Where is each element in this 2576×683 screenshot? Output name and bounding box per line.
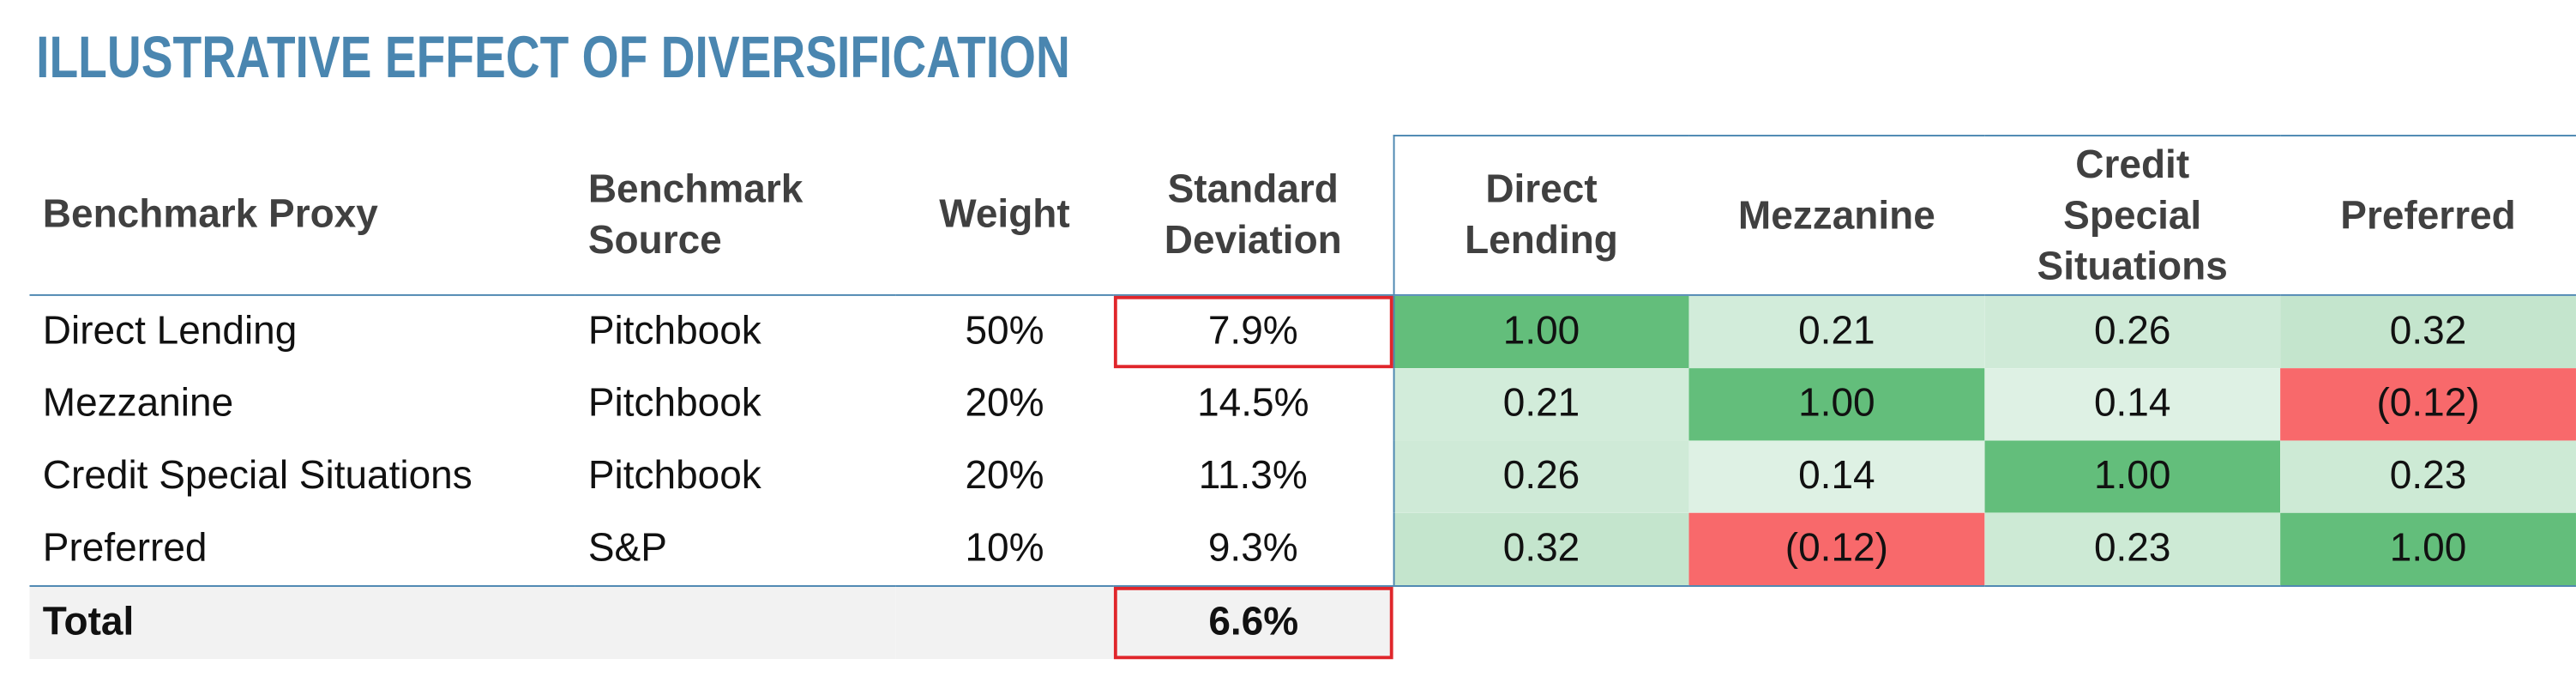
column-header: Benchmark Source: [575, 136, 896, 296]
correlation-cell: 0.14: [1984, 368, 2281, 441]
cell: Pitchbook: [587, 309, 761, 354]
cell: 11.3%: [1198, 453, 1308, 499]
correlation-cell: 1.00: [1392, 294, 1689, 369]
column-header: Mezzanine: [1688, 135, 1985, 296]
cell: [895, 585, 1114, 660]
correlation-cell: (0.12): [2280, 368, 2576, 441]
correlation-cell: 0.21: [1688, 294, 1985, 369]
cell: Direct Lending: [42, 309, 298, 354]
cell: [1393, 586, 2576, 659]
cell: Credit Special Situations: [42, 453, 472, 499]
total-row: Total 6.6%: [29, 585, 2576, 660]
correlation-cell: 0.32: [1392, 512, 1689, 587]
cell: 20%: [965, 381, 1044, 426]
data-row: Credit Special Situations Pitchbook 20% 11.…: [29, 440, 2576, 513]
correlation-cell: 0.32: [2280, 294, 2576, 369]
column-header: Preferred: [2280, 135, 2576, 296]
correlation-cell: 0.21: [1392, 368, 1689, 441]
cell: Pitchbook: [587, 381, 761, 426]
column-header: Weight: [895, 136, 1114, 296]
cell: Pitchbook: [587, 453, 761, 499]
cell: 9.3%: [1113, 512, 1393, 587]
correlation-cell: 1.00: [1688, 368, 1985, 441]
cell: 50%: [965, 309, 1044, 354]
total-label: Total: [29, 585, 575, 660]
title: ILLUSTRATIVE EFFECT OF DIVERSIFICATION: [36, 22, 1070, 91]
cell: Preferred: [29, 512, 575, 587]
cell: 20%: [965, 453, 1044, 499]
correlation-cell: (0.12): [1688, 512, 1985, 587]
cell: Mezzanine: [42, 381, 234, 426]
correlation-cell: 0.26: [1984, 294, 2281, 369]
correlation-cell: 1.00: [1984, 440, 2281, 513]
correlation-cell: 0.26: [1392, 440, 1689, 513]
cell: S&P: [575, 512, 896, 587]
data-row: Preferred S&P 10% 9.3% 0.32 (0.12) 0.23 1.00: [29, 512, 2576, 587]
correlation-cell: 1.00: [2280, 512, 2576, 587]
data-row: Mezzanine Pitchbook 20% 14.5% 0.21 1.00 0.14 (0…: [29, 368, 2576, 441]
cell: 14.5%: [1197, 381, 1309, 426]
column-header: Direct Lending: [1392, 135, 1689, 296]
cell: 10%: [895, 512, 1114, 587]
diversification-table: Benchmark Proxy Benchmark Source Weight Sta…: [29, 135, 2576, 660]
correlation-cell: 0.23: [2280, 440, 2576, 513]
total-std-dev: 6.6%: [1113, 585, 1393, 660]
column-header: Standard Deviation: [1113, 136, 1393, 296]
cell: 7.9%: [1113, 294, 1393, 369]
header-row: Benchmark Proxy Benchmark Source Weight Sta…: [29, 135, 2576, 296]
data-row: Direct Lending Pitchbook 50% 7.9% 1.00 0.21 0.…: [29, 294, 2576, 369]
correlation-cell: 0.23: [1984, 512, 2281, 587]
correlation-cell: 0.14: [1688, 440, 1985, 513]
column-header: Credit Special Situations: [1984, 135, 2281, 296]
column-header: Benchmark Proxy: [29, 136, 575, 296]
cell: [575, 585, 896, 660]
